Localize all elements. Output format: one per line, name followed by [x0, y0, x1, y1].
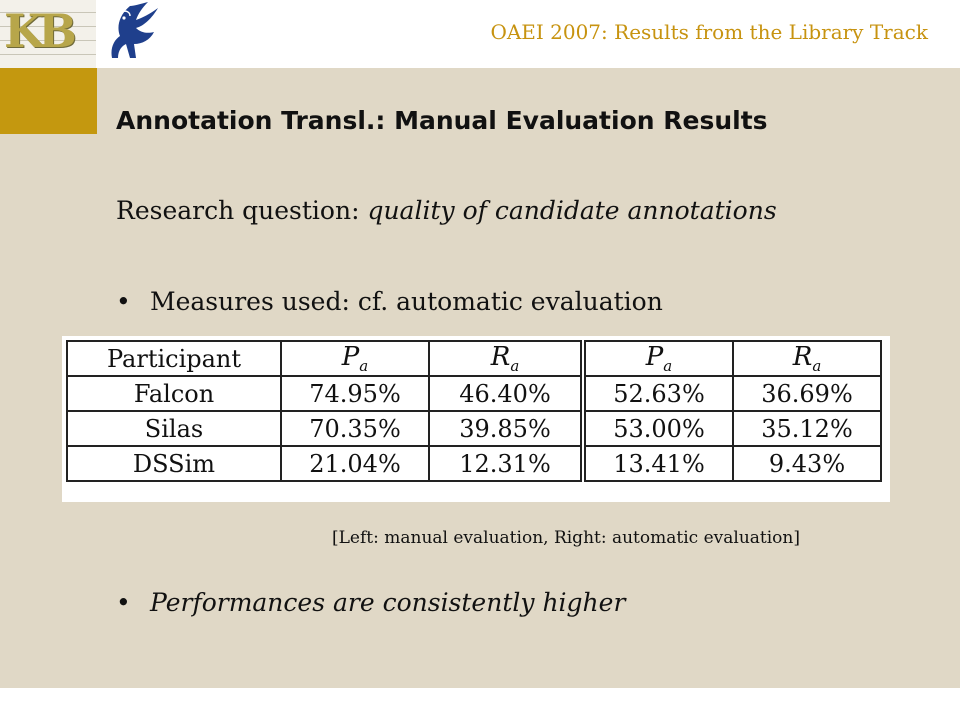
bullet-measures-text: Measures used: cf. automatic evaluation [150, 287, 663, 316]
cell-manual-recall: 39.85% [428, 410, 584, 448]
table-row: Silas 70.35% 39.85% 53.00% 35.12% [66, 410, 882, 448]
slide-header: KB OAEI 2007: Results from the Library T… [0, 0, 960, 68]
research-question-prefix: Research question: [116, 196, 368, 225]
table-caption: [Left: manual evaluation, Right: automat… [332, 528, 800, 548]
bullet-symbol: • [116, 588, 131, 617]
results-table: Participant Pa Ra Pa Ra Falcon 74.95% 46… [66, 339, 882, 483]
header-participant: Participant [66, 339, 282, 378]
research-question: Research question: quality of candidate … [116, 196, 777, 225]
cell-manual-recall: 46.40% [428, 375, 584, 413]
bullet-symbol: • [116, 287, 131, 316]
table-header-row: Participant Pa Ra Pa Ra [66, 339, 882, 378]
cell-participant: DSSim [66, 445, 282, 483]
bullet-measures: • Measures used: cf. automatic evaluation [116, 287, 663, 316]
presentation-title: OAEI 2007: Results from the Library Trac… [490, 20, 928, 44]
footer-strip [0, 688, 960, 720]
cell-auto-precision: 52.63% [580, 375, 734, 413]
header-auto-recall: Ra [732, 339, 882, 378]
table-row: DSSim 21.04% 12.31% 13.41% 9.43% [66, 445, 882, 483]
cell-manual-precision: 74.95% [280, 375, 430, 413]
bullet-performance: • Performances are consistently higher [116, 588, 625, 617]
table-row: Falcon 74.95% 46.40% 52.63% 36.69% [66, 375, 882, 413]
cell-participant: Falcon [66, 375, 282, 413]
cell-participant: Silas [66, 410, 282, 448]
slide-title: Annotation Transl.: Manual Evaluation Re… [116, 106, 768, 135]
cell-manual-precision: 21.04% [280, 445, 430, 483]
cell-auto-precision: 13.41% [580, 445, 734, 483]
kb-logo: KB [0, 0, 96, 68]
griffin-logo-icon [111, 2, 158, 58]
bullet-performance-text: Performances are consistently higher [150, 588, 626, 617]
results-table-image: Participant Pa Ra Pa Ra Falcon 74.95% 46… [62, 336, 890, 502]
header-auto-precision: Pa [580, 339, 734, 378]
gold-accent-square [0, 68, 97, 134]
header-manual-recall: Ra [428, 339, 584, 378]
research-question-text: quality of candidate annotations [367, 196, 777, 225]
header-manual-precision: Pa [280, 339, 430, 378]
cell-manual-recall: 12.31% [428, 445, 584, 483]
cell-auto-recall: 36.69% [732, 375, 882, 413]
cell-manual-precision: 70.35% [280, 410, 430, 448]
cell-auto-recall: 35.12% [732, 410, 882, 448]
cell-auto-precision: 53.00% [580, 410, 734, 448]
cell-auto-recall: 9.43% [732, 445, 882, 483]
